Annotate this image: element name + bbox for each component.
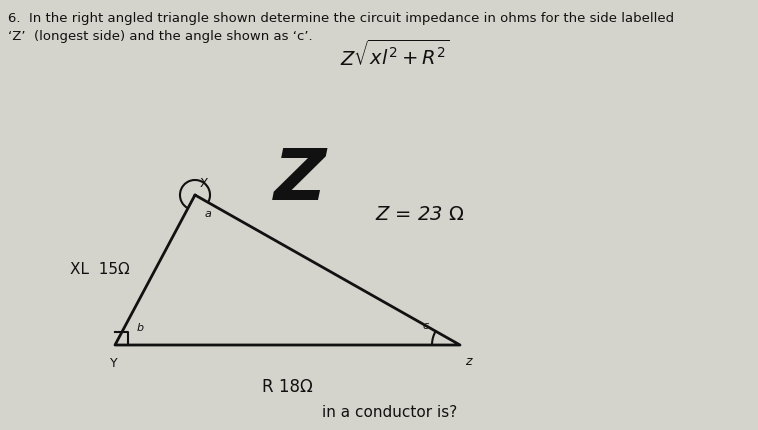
Text: in a conductor is?: in a conductor is? [322, 405, 458, 420]
Text: a: a [205, 209, 212, 219]
Text: z: z [465, 355, 471, 368]
Text: b: b [137, 323, 144, 333]
Text: c: c [422, 321, 428, 331]
Text: Z = 23 $\Omega$: Z = 23 $\Omega$ [375, 206, 465, 224]
Text: Z: Z [274, 145, 326, 215]
Text: Y: Y [110, 357, 117, 370]
Text: XL  15Ω: XL 15Ω [70, 262, 130, 277]
Text: Z$\sqrt{xl^2 + R^2}$: Z$\sqrt{xl^2 + R^2}$ [340, 40, 450, 70]
Text: X: X [200, 177, 208, 190]
Text: 6.  In the right angled triangle shown determine the circuit impedance in ohms f: 6. In the right angled triangle shown de… [8, 12, 674, 25]
Text: ‘Z’  (longest side) and the angle shown as ‘c’.: ‘Z’ (longest side) and the angle shown a… [8, 30, 312, 43]
Text: R 18Ω: R 18Ω [262, 378, 313, 396]
